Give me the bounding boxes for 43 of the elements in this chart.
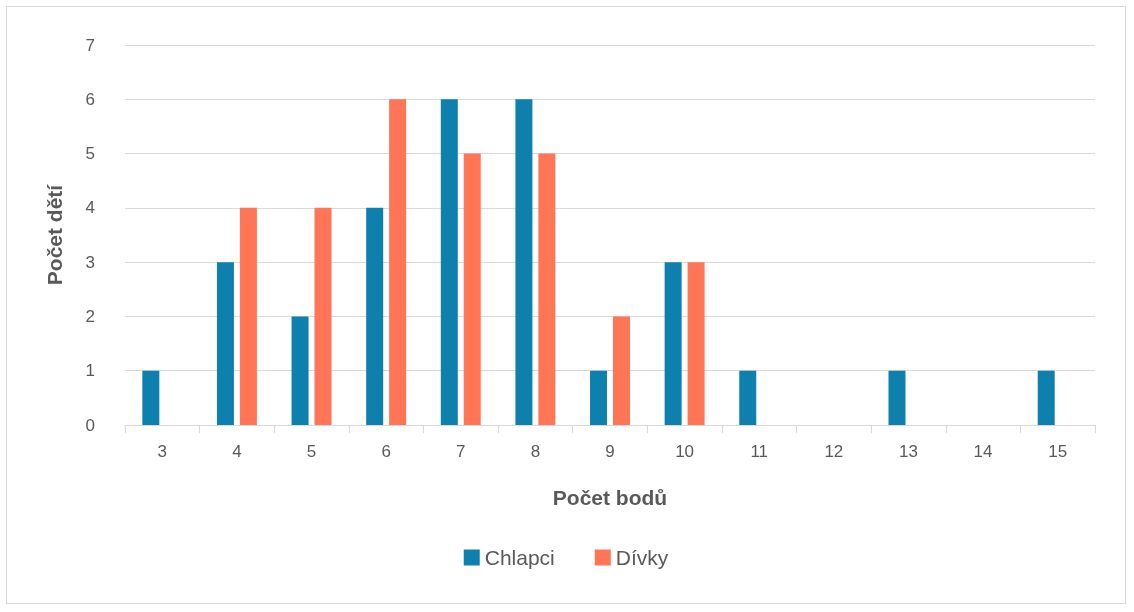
y-tick-label: 6	[85, 89, 95, 109]
x-tick-label: 3	[157, 442, 168, 461]
y-tick-label: 4	[85, 198, 95, 218]
y-axis-title: Počet dětí	[43, 183, 66, 286]
y-tick-label: 0	[85, 415, 95, 435]
y-tick-label: 5	[85, 144, 95, 164]
x-tick-label: 6	[381, 442, 391, 461]
bar	[687, 262, 705, 425]
bar	[515, 99, 533, 425]
y-tick-label: 2	[85, 306, 95, 326]
x-axis-title: Počet bodů	[552, 486, 668, 509]
bar	[538, 153, 556, 425]
x-tick-label: 13	[899, 442, 918, 461]
bar	[291, 316, 309, 425]
bar	[612, 316, 630, 425]
bar	[366, 207, 384, 425]
bar	[888, 370, 906, 425]
bar	[590, 370, 608, 425]
bar	[142, 370, 160, 425]
x-tick-label: 8	[530, 442, 541, 461]
bar	[389, 99, 407, 425]
bar	[739, 370, 757, 425]
x-tick-label: 15	[1048, 442, 1068, 461]
x-tick-label: 5	[306, 442, 317, 461]
x-tick-label: 11	[750, 442, 769, 461]
bar	[664, 262, 682, 425]
x-tick-label: 10	[675, 442, 695, 461]
x-tick-label: 7	[456, 442, 466, 461]
x-tick-label: 14	[973, 442, 993, 461]
bar	[1037, 370, 1055, 425]
y-tick-label: 7	[85, 35, 95, 55]
y-tick-label: 1	[85, 361, 95, 381]
y-tick-label: 3	[85, 252, 95, 272]
x-tick-label: 9	[605, 442, 615, 461]
legend-label: Chlapci	[484, 546, 555, 569]
bar	[216, 262, 234, 425]
bar	[463, 153, 481, 425]
x-tick-label: 12	[824, 442, 844, 461]
legend-label: Dívky	[615, 546, 669, 569]
bar	[314, 207, 332, 425]
bar	[239, 207, 257, 425]
x-tick-label: 4	[232, 442, 242, 461]
bar	[440, 99, 458, 425]
